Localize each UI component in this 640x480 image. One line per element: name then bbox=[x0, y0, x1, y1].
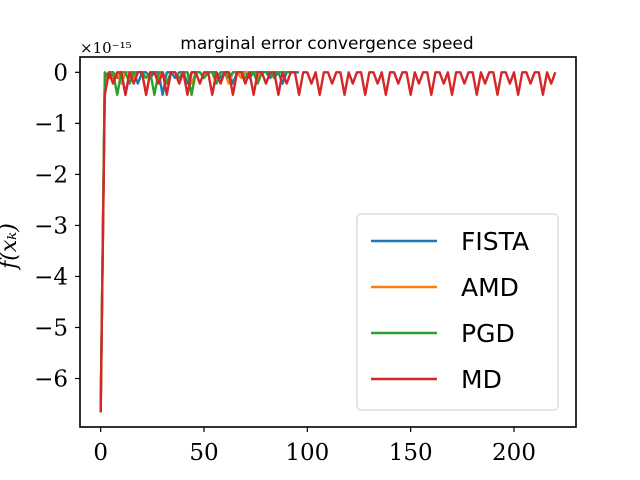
x-tick-label: 200 bbox=[492, 440, 536, 466]
x-tick-label: 0 bbox=[93, 440, 108, 466]
legend: FISTA AMD PGD MD bbox=[356, 213, 559, 411]
y-tick-label: −2 bbox=[34, 162, 68, 188]
x-tick-label: 100 bbox=[285, 440, 329, 466]
y-tick-label: −4 bbox=[34, 264, 68, 290]
legend-label-pgd: PGD bbox=[461, 319, 515, 348]
y-tick-label: −5 bbox=[34, 315, 68, 341]
y-tick-label: −1 bbox=[34, 111, 68, 137]
y-offset-label: ×10⁻¹⁵ bbox=[80, 39, 132, 57]
legend-label-md: MD bbox=[461, 365, 502, 394]
x-tick-label: 150 bbox=[389, 440, 433, 466]
plot-lines bbox=[99, 71, 557, 413]
chart-title: marginal error convergence speed bbox=[180, 34, 473, 54]
legend-box bbox=[356, 213, 559, 411]
y-tick-label: 0 bbox=[53, 60, 68, 86]
legend-label-amd: AMD bbox=[461, 273, 519, 302]
legend-label-fista: FISTA bbox=[461, 227, 529, 256]
y-tick-label: −3 bbox=[34, 213, 68, 239]
series-line-pgd bbox=[99, 71, 291, 413]
y-axis-label: f(xₖ) bbox=[0, 223, 22, 271]
series-line-md bbox=[99, 71, 557, 413]
series-line-fista bbox=[99, 71, 300, 413]
x-axis-ticks: 0 50 100 150 200 bbox=[93, 427, 536, 466]
x-tick-label: 50 bbox=[189, 440, 218, 466]
y-axis-ticks: 0 −1 −2 −3 −4 −5 −6 bbox=[34, 60, 80, 393]
y-tick-label: −6 bbox=[34, 367, 68, 393]
plot-frame bbox=[79, 56, 577, 428]
series-line-amd bbox=[99, 71, 283, 413]
